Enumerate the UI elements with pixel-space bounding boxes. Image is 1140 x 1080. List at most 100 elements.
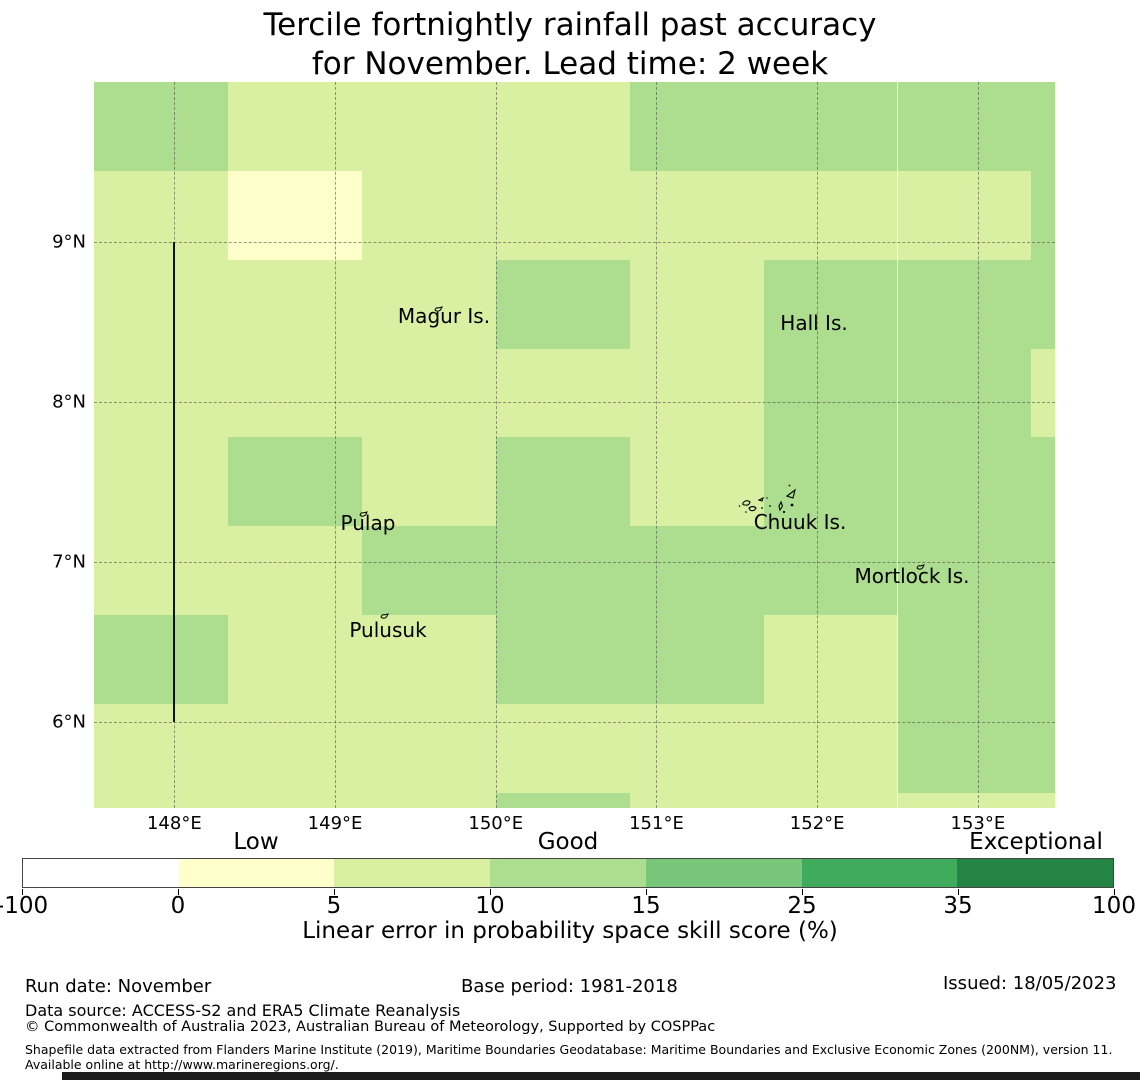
latitude-gridline: [94, 401, 1055, 403]
grid-cell: [1031, 615, 1055, 704]
base-period-text: Base period: 1981-2018: [461, 976, 678, 997]
grid-cell: [227, 526, 362, 616]
colorbar-tick: [334, 889, 335, 895]
colorbar-segment: [178, 859, 335, 887]
colorbar-tick: [802, 889, 803, 895]
colorbar-tick-label: 25: [787, 893, 817, 919]
grid-cell: [1031, 348, 1055, 438]
latitude-gridline: [94, 721, 1055, 723]
grid-cell: [897, 348, 1032, 438]
colorbar-region-label: Good: [537, 829, 599, 855]
grid-cell: [629, 170, 764, 260]
colorbar-region-label: Exceptional: [969, 829, 1103, 855]
colorbar-region-label: Low: [233, 829, 279, 855]
grid-cell: [763, 437, 898, 527]
grid-cell: [629, 259, 764, 349]
colorbar-segment: [23, 859, 179, 887]
island-label: Pulap: [340, 511, 396, 535]
grid-cell: [897, 792, 1032, 808]
grid-cell: [227, 437, 362, 527]
colorbar-tick-label: -100: [0, 893, 49, 919]
grid-cell: [629, 703, 764, 793]
grid-cell: [495, 526, 630, 616]
grid-cell: [1031, 526, 1055, 616]
colorbar: [22, 858, 1114, 888]
grid-cell: [94, 82, 228, 171]
island-label: Chuuk Is.: [753, 510, 847, 534]
colorbar-tick-label: 0: [170, 893, 186, 919]
grid-cell: [763, 170, 898, 260]
grid-cell: [94, 437, 228, 527]
longitude-gridline: [335, 82, 337, 808]
grid-cell: [1031, 259, 1055, 349]
issued-date-text: Issued: 18/05/2023: [943, 973, 1117, 994]
x-axis-tick-label: 148°E: [146, 813, 202, 834]
grid-cell: [227, 259, 362, 349]
island-label: Pulusuk: [349, 618, 427, 642]
grid-cell: [763, 703, 898, 793]
colorbar-tick-label: 100: [1092, 893, 1136, 919]
grid-cell: [763, 348, 898, 438]
x-axis-tick-label: 149°E: [307, 813, 363, 834]
colorbar-tick: [646, 889, 647, 895]
grid-cell: [227, 703, 362, 793]
longitude-gridline: [656, 82, 658, 808]
data-source-text: Data source: ACCESS-S2 and ERA5 Climate …: [25, 1001, 461, 1020]
grid-cell: [1031, 437, 1055, 527]
grid-cell: [94, 792, 228, 808]
longitude-gridline: [817, 82, 819, 808]
grid-cell: [897, 170, 1032, 260]
grid-cell: [897, 615, 1032, 704]
eez-boundary-line: [173, 241, 176, 722]
grid-cell: [495, 615, 630, 704]
y-axis-tick-label: 6°N: [52, 711, 86, 733]
shapefile-credit-text: Shapefile data extracted from Flanders M…: [25, 1042, 1113, 1072]
colorbar-tick-label: 15: [631, 893, 661, 919]
grid-cell: [897, 526, 1032, 616]
grid-cell: [495, 348, 630, 438]
island-icon: [379, 606, 390, 625]
grid-cell: [361, 348, 496, 438]
grid-cell: [629, 792, 764, 808]
grid-cell: [94, 348, 228, 438]
grid-cell: [897, 703, 1032, 793]
colorbar-tick-label: 5: [326, 893, 342, 919]
grid-cell: [94, 526, 228, 616]
latitude-gridline: [94, 241, 1055, 243]
grid-cell: [897, 82, 1032, 171]
colorbar-tick: [490, 889, 491, 895]
grid-cell: [897, 437, 1032, 527]
grid-cell: [361, 615, 496, 704]
bottom-window-edge: [62, 1072, 1140, 1080]
chart-title-line2: for November. Lead time: 2 week: [311, 46, 829, 82]
island-label: Hall Is.: [780, 311, 848, 335]
y-axis-tick-label: 7°N: [52, 551, 86, 573]
colorbar-segment: [490, 859, 646, 887]
run-date-text: Run date: November: [25, 976, 212, 997]
colorbar-segment: [334, 859, 491, 887]
grid-cell: [629, 348, 764, 438]
grid-cell: [361, 526, 496, 616]
grid-cell: [361, 703, 496, 793]
grid-cell: [94, 615, 228, 704]
copyright-text: © Commonwealth of Australia 2023, Austra…: [25, 1019, 716, 1035]
grid-cell: [763, 82, 898, 171]
colorbar-segment: [801, 859, 958, 887]
grid-cell: [629, 615, 764, 704]
grid-cell: [763, 792, 898, 808]
grid-cell: [361, 82, 496, 171]
grid-cell: [495, 703, 630, 793]
colorbar-tick: [178, 889, 179, 895]
grid-cell: [361, 170, 496, 260]
x-axis-tick-label: 150°E: [468, 813, 524, 834]
grid-cell: [495, 437, 630, 527]
grid-cell: [629, 437, 764, 527]
latitude-gridline: [94, 561, 1055, 563]
grid-cell: [1031, 170, 1055, 260]
colorbar-tick-label: 10: [475, 893, 505, 919]
x-axis-tick-label: 152°E: [789, 813, 845, 834]
x-axis-tick-label: 151°E: [629, 813, 684, 834]
map-plot-area: [94, 82, 1055, 808]
grid-cell: [629, 82, 764, 171]
